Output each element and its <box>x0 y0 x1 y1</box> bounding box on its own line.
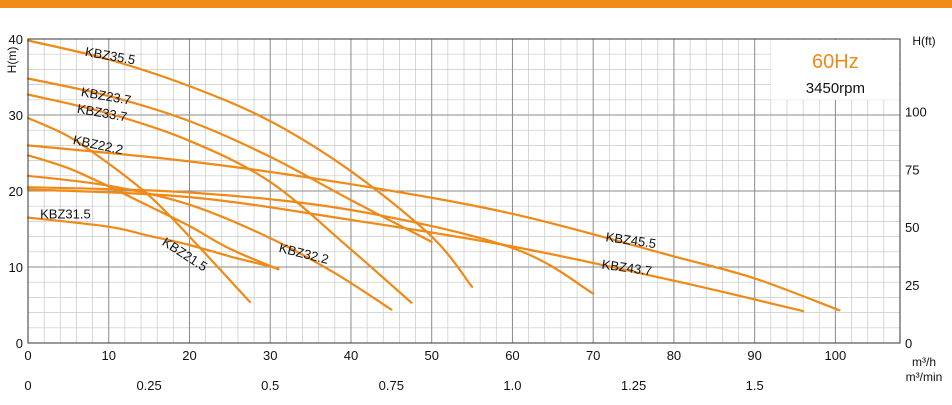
x-tick-label: 0 <box>24 348 31 363</box>
y2-tick-label: 0 <box>905 336 912 351</box>
y-axis-title-right: H(ft) <box>912 34 935 48</box>
x-tick-label: 40 <box>344 348 358 363</box>
y-axis-title-left: H(m) <box>5 47 19 74</box>
info-box <box>770 40 899 100</box>
x-tick-label: 80 <box>667 348 681 363</box>
curve-kbz22-2 <box>26 116 252 304</box>
curve-kbz21-5 <box>26 154 280 271</box>
x2-tick-label: 1.0 <box>503 378 521 393</box>
curves <box>26 39 841 313</box>
curve-kbz23-7 <box>26 77 433 243</box>
curve-kbz33-7 <box>26 93 413 304</box>
y-tick-label: 0 <box>16 336 23 351</box>
x-axis-title-primary: m³/h <box>912 355 936 369</box>
y-tick-label: 30 <box>9 108 23 123</box>
curve-kbz45-5 <box>26 144 841 312</box>
speed-label: 3450rpm <box>806 80 865 97</box>
x2-tick-label: 1.25 <box>621 378 646 393</box>
curve-unlabeled-9 <box>26 186 595 295</box>
curve-label: KBZ43.7 <box>601 257 653 279</box>
y-tick-label: 40 <box>9 32 23 47</box>
x-tick-label: 10 <box>102 348 116 363</box>
x2-tick-label: 0.5 <box>261 378 279 393</box>
curve-label: KBZ45.5 <box>605 229 657 251</box>
y2-tick-label: 100 <box>905 104 927 119</box>
x-tick-label: 60 <box>505 348 519 363</box>
plot-frame <box>27 38 901 344</box>
x2-tick-labels: 0 0.25 0.5 0.75 1.0 1.25 1.5 <box>24 378 763 393</box>
y2-tick-labels: 0 25 50 75 100 <box>905 104 927 351</box>
y-tick-labels: 0 10 20 30 40 <box>9 32 23 351</box>
frequency-label: 60Hz <box>812 51 859 73</box>
x-tick-label: 20 <box>182 348 196 363</box>
y-tick-label: 20 <box>9 184 23 199</box>
x2-tick-label: 0 <box>24 378 31 393</box>
x2-tick-label: 0.25 <box>136 378 161 393</box>
x-tick-label: 100 <box>825 348 847 363</box>
curve-label: KBZ31.5 <box>40 206 91 221</box>
y2-tick-label: 25 <box>905 278 919 293</box>
x-tick-label: 70 <box>586 348 600 363</box>
curve-kbz32-2 <box>26 174 393 311</box>
curve-kbz35-5 <box>26 39 474 288</box>
y2-tick-label: 50 <box>905 220 919 235</box>
header-bar <box>0 0 952 8</box>
x-tick-labels: 0 10 20 30 40 50 60 70 80 90 100 <box>24 348 846 363</box>
x-tick-label: 90 <box>747 348 761 363</box>
x2-tick-label: 1.5 <box>746 378 764 393</box>
x-axis-title-secondary: m³/min <box>906 370 943 384</box>
x-tick-label: 50 <box>424 348 438 363</box>
y2-tick-label: 75 <box>905 162 919 177</box>
x2-tick-label: 0.75 <box>379 378 404 393</box>
x-tick-label: 30 <box>263 348 277 363</box>
curve-kbz31-5 <box>26 216 280 270</box>
y-tick-label: 10 <box>9 260 23 275</box>
curve-kbz43-7 <box>26 188 805 313</box>
